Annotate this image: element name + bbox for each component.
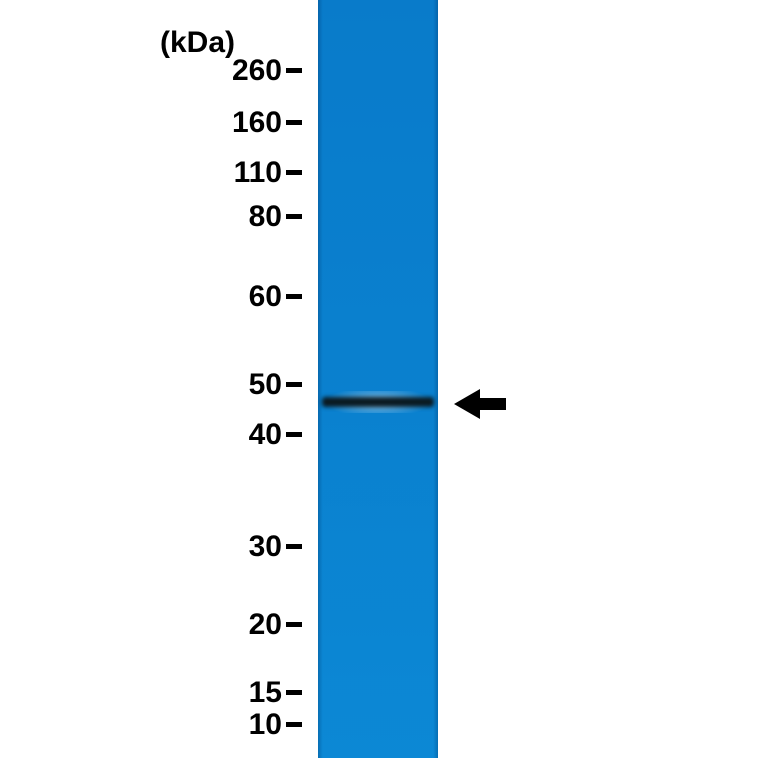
blot-lane	[318, 0, 438, 758]
ladder-label: 20	[249, 608, 282, 642]
unit-label: (kDa)	[160, 26, 235, 60]
ladder-label: 110	[234, 156, 282, 190]
ladder-tick	[286, 544, 302, 549]
ladder-tick	[286, 722, 302, 727]
ladder-label: 30	[249, 530, 282, 564]
ladder-label: 80	[249, 200, 282, 234]
ladder-tick	[286, 382, 302, 387]
ladder-tick	[286, 294, 302, 299]
ladder-tick	[286, 622, 302, 627]
ladder-tick	[286, 120, 302, 125]
ladder-label: 15	[249, 676, 282, 710]
ladder-label: 260	[232, 54, 282, 88]
ladder-label: 40	[249, 418, 282, 452]
ladder-label: 60	[249, 280, 282, 314]
ladder-label: 50	[249, 368, 282, 402]
ladder-label: 160	[232, 106, 282, 140]
ladder-label: 10	[249, 708, 282, 742]
ladder-tick	[286, 170, 302, 175]
western-blot-figure: (kDa) 260 160 110 80 60 50 40 30 20 1510	[0, 0, 764, 764]
protein-band	[322, 397, 434, 407]
band-arrow	[454, 389, 506, 419]
ladder-tick	[286, 690, 302, 695]
ladder-tick	[286, 214, 302, 219]
ladder-tick	[286, 432, 302, 437]
ladder-tick	[286, 68, 302, 73]
